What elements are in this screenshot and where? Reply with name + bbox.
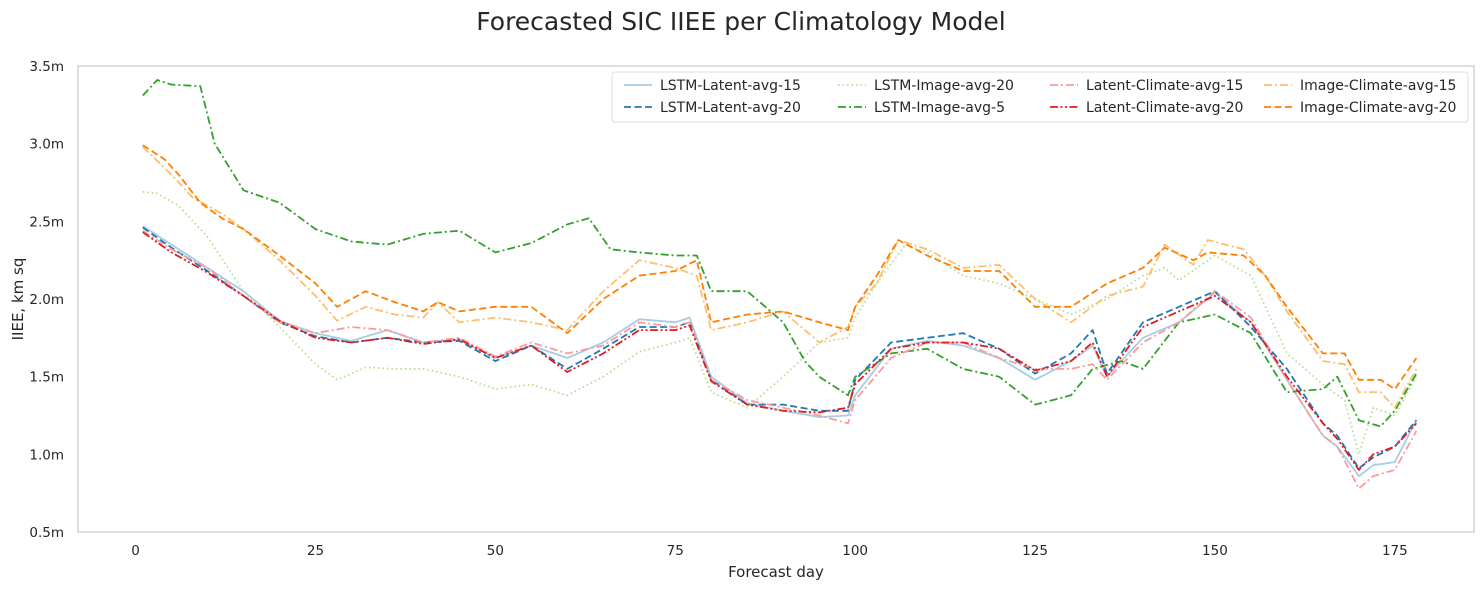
y-tick-label: 2.5m [29,214,64,230]
y-tick-label: 3.5m [29,59,64,75]
y-tick-label: 1.0m [29,447,64,463]
x-tick-label: 100 [842,543,868,559]
legend-label: Latent-Climate-avg-20 [1086,100,1243,116]
x-tick-label: 75 [667,543,684,559]
x-tick-label: 150 [1202,543,1228,559]
y-tick-label: 3.0m [29,137,64,153]
series-line [142,229,1418,490]
legend-label: LSTM-Image-avg-20 [874,78,1014,94]
series-line [142,144,1418,390]
x-axis-ticks: 0 25 50 75 100 125 150 175 [131,543,1407,559]
series-line [142,231,1418,471]
y-tick-label: 1.5m [29,370,64,386]
y-axis-ticks: 0.5m 1.0m 1.5m 2.0m 2.5m 3.0m 3.5m [29,59,64,541]
legend-label: LSTM-Latent-avg-20 [660,100,801,116]
series-lines [142,79,1418,490]
y-tick-label: 0.5m [29,525,64,541]
chart-title: Forecasted SIC IIEE per Climatology Mode… [476,7,1005,36]
legend-label: Image-Climate-avg-15 [1300,78,1456,94]
x-tick-label: 175 [1382,543,1408,559]
legend-label: LSTM-Latent-avg-15 [660,78,801,94]
x-tick-label: 25 [307,543,324,559]
series-line [142,79,1418,428]
legend: LSTM-Latent-avg-15 LSTM-Latent-avg-20 LSTM… [611,71,1469,123]
series-line [142,146,1418,409]
y-axis-label: IIEE, km sq [9,258,27,341]
x-axis-label: Forecast day [728,563,824,581]
x-tick-label: 0 [131,543,140,559]
series-line [142,225,1418,477]
x-tick-label: 50 [487,543,504,559]
legend-box [611,71,1469,123]
legend-label: Image-Climate-avg-20 [1300,100,1456,116]
legend-label: LSTM-Image-avg-5 [874,100,1005,116]
legend-label: Latent-Climate-avg-15 [1086,78,1243,94]
x-tick-label: 125 [1022,543,1048,559]
plot-frame [77,65,1475,533]
y-tick-label: 2.0m [29,292,64,308]
